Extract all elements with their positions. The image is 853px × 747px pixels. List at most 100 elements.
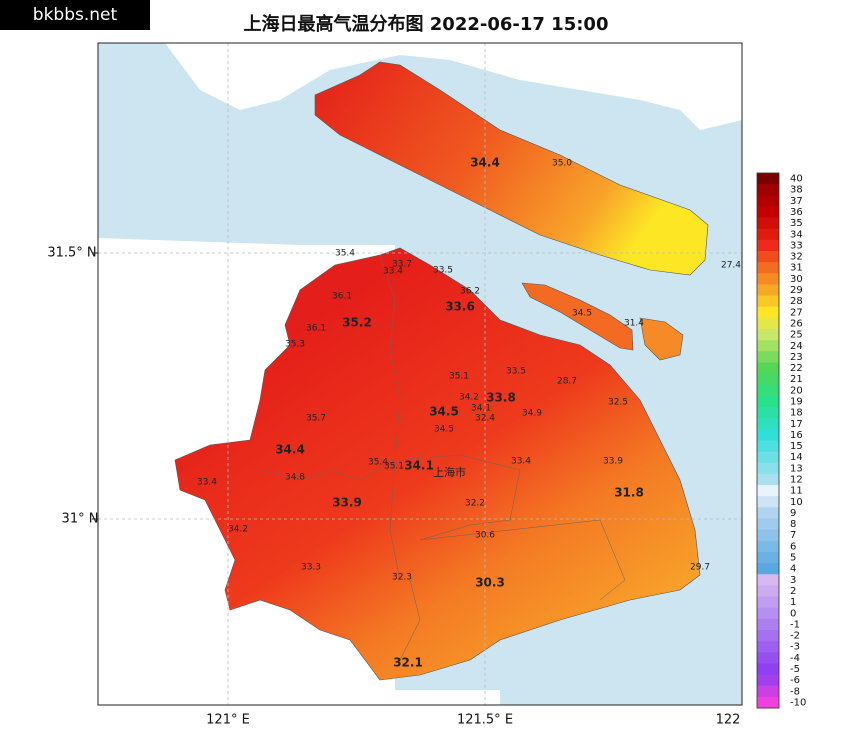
colorbar-swatch [757, 473, 779, 486]
colorbar-swatch [757, 384, 779, 397]
station-value: 33.4 [197, 478, 217, 488]
colorbar-swatch [757, 228, 779, 241]
station-value: 34.4 [470, 156, 500, 170]
station-value: 30.3 [475, 576, 505, 590]
station-value: 32.1 [393, 656, 423, 670]
colorbar-swatch [757, 540, 779, 553]
colorbar-label: 23 [790, 352, 803, 363]
colorbar-label: 1 [790, 597, 796, 608]
station-value: 34.5 [434, 425, 454, 435]
colorbar-swatch [757, 574, 779, 586]
colorbar-swatch [757, 440, 779, 453]
colorbar-label: 30 [790, 274, 803, 285]
station-value: 34.2 [228, 525, 248, 535]
colorbar-swatch [757, 395, 779, 408]
colorbar-swatch [757, 262, 779, 274]
colorbar-label: 31 [790, 263, 803, 274]
colorbar-swatch [757, 329, 779, 341]
station-value: 33.6 [445, 300, 475, 314]
lon-label: 121° E [206, 713, 250, 728]
colorbar-swatch [757, 295, 779, 308]
station-value: 32.2 [465, 499, 485, 509]
colorbar-label: 26 [790, 318, 803, 329]
colorbar-swatch [757, 685, 779, 698]
colorbar-swatch [757, 284, 779, 297]
colorbar-swatch [757, 529, 779, 542]
station-value: 31.4 [624, 319, 644, 329]
colorbar-swatch [757, 663, 779, 676]
station-value: 34.8 [285, 473, 305, 483]
colorbar-label: 29 [790, 285, 803, 296]
station-value: 35.2 [342, 316, 372, 330]
colorbar-label: 36 [790, 207, 803, 218]
station-value: 34.5 [572, 309, 592, 319]
colorbar-swatch [757, 641, 779, 653]
colorbar-swatch [757, 607, 779, 620]
station-value: 35.0 [552, 159, 572, 169]
colorbar-label: 12 [790, 475, 803, 486]
station-value: 33.4 [383, 267, 403, 277]
colorbar-label: 19 [790, 396, 803, 407]
colorbar-label: 27 [790, 307, 803, 318]
station-value: 33.5 [506, 367, 526, 377]
colorbar-swatch [757, 217, 779, 230]
colorbar-swatch [757, 429, 779, 441]
city-label: 上海市 [433, 465, 466, 479]
colorbar-swatch [757, 462, 779, 475]
colorbar-swatch [757, 563, 779, 575]
colorbar-label: 32 [790, 252, 803, 263]
station-value: 35.3 [285, 340, 305, 350]
colorbar-label: 8 [790, 519, 796, 530]
colorbar-frame [756, 172, 780, 709]
colorbar-swatch [757, 351, 779, 363]
colorbar-swatch [757, 585, 779, 598]
station-value: 34.4 [275, 443, 305, 457]
colorbar-label: 5 [790, 553, 796, 564]
station-value: 36.2 [460, 287, 480, 297]
lon-label: 122 [716, 713, 741, 728]
colorbar-swatch [757, 317, 779, 330]
colorbar-label: 28 [790, 296, 803, 307]
station-value: 33.7 [392, 260, 412, 270]
station-value: 32.3 [392, 573, 412, 583]
colorbar-label: 7 [790, 530, 796, 541]
station-value: 35.1 [384, 462, 404, 472]
colorbar-swatch [757, 306, 779, 319]
shanghai-mainland [174, 247, 701, 681]
colorbar-label: 37 [790, 196, 803, 207]
colorbar-label: 0 [790, 608, 796, 619]
hengsha-island [639, 317, 684, 361]
station-value: 35.4 [368, 458, 388, 468]
station-value: 28.7 [557, 377, 577, 387]
colorbar-swatch [757, 507, 779, 520]
colorbar-label: 38 [790, 185, 803, 196]
colorbar-label: -8 [790, 686, 800, 697]
colorbar-swatch [757, 407, 779, 419]
colorbar-swatch [757, 696, 779, 709]
colorbar-label: 4 [790, 564, 796, 575]
north-bank [165, 43, 742, 130]
colorbar-label: -6 [790, 675, 800, 686]
colorbar-label: 22 [790, 363, 803, 374]
station-value: 34.1 [404, 459, 434, 473]
district-borders [259, 254, 626, 661]
station-value: 31.8 [614, 486, 644, 500]
colorbar-label: 20 [790, 385, 803, 396]
station-value: 35.7 [306, 414, 326, 424]
station-value: 33.9 [603, 457, 623, 467]
station-value: 27.4 [721, 261, 741, 271]
colorbar-label: 18 [790, 408, 803, 419]
colorbar-label: 3 [790, 575, 796, 586]
colorbar-label: 16 [790, 430, 803, 441]
station-value: 34.1 [471, 404, 491, 414]
station-value: 36.1 [332, 292, 352, 302]
colorbar-swatch [757, 674, 779, 687]
station-value: 34.2 [459, 393, 479, 403]
colorbar-swatch [757, 518, 779, 531]
station-value: 33.9 [332, 496, 362, 510]
colorbar-swatch [757, 652, 779, 664]
colorbar-label: 17 [790, 419, 803, 430]
colorbar-swatch [757, 173, 779, 185]
changxing-island [521, 282, 634, 351]
lat-label: 31.5° N [47, 246, 96, 261]
